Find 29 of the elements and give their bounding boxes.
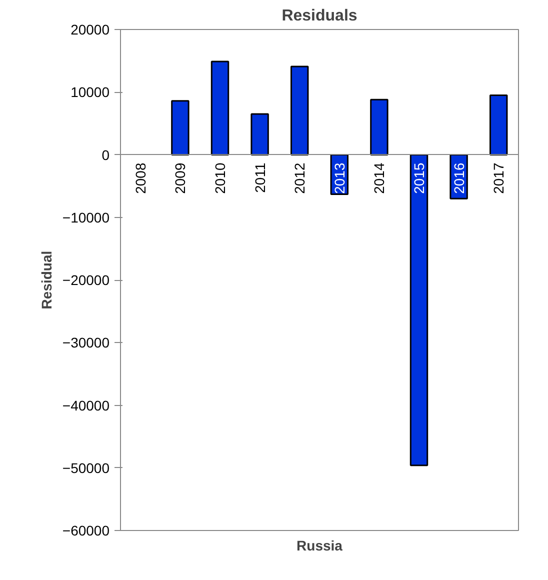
x-tick-label: 2009	[172, 162, 188, 194]
y-tick-label: 20000	[70, 22, 110, 38]
y-tick-label: −40000	[62, 397, 110, 414]
x-tick-label: 2013	[331, 162, 348, 194]
x-tick-label: 2014	[371, 162, 388, 194]
x-tick-label: 2015	[411, 162, 427, 194]
y-tick-label: −60000	[62, 522, 110, 538]
y-tick-label: −10000	[62, 209, 110, 226]
y-tick-label: −20000	[62, 272, 110, 288]
x-tick-label: 2011	[252, 162, 268, 193]
bar	[489, 94, 508, 156]
x-axis-title: Russia	[296, 538, 343, 554]
y-tick-label: 0	[102, 146, 110, 163]
x-tick-label: 2017	[490, 162, 507, 194]
x-tick-label: 2012	[292, 162, 308, 194]
bar	[210, 60, 230, 156]
bar	[290, 66, 309, 156]
y-tick-label: −30000	[62, 334, 110, 351]
bar	[410, 154, 428, 466]
bar	[250, 113, 269, 156]
y-tick-label: −50000	[62, 460, 110, 476]
x-tick-label: 2008	[132, 162, 148, 194]
x-tick-label: 2010	[212, 162, 228, 194]
chart-title: Residuals	[282, 8, 358, 24]
y-axis-title: Residual	[38, 250, 54, 310]
bar	[370, 98, 388, 156]
y-tick-label: 10000	[70, 84, 110, 100]
bar	[171, 100, 190, 156]
x-tick-label: 2016	[450, 162, 467, 194]
